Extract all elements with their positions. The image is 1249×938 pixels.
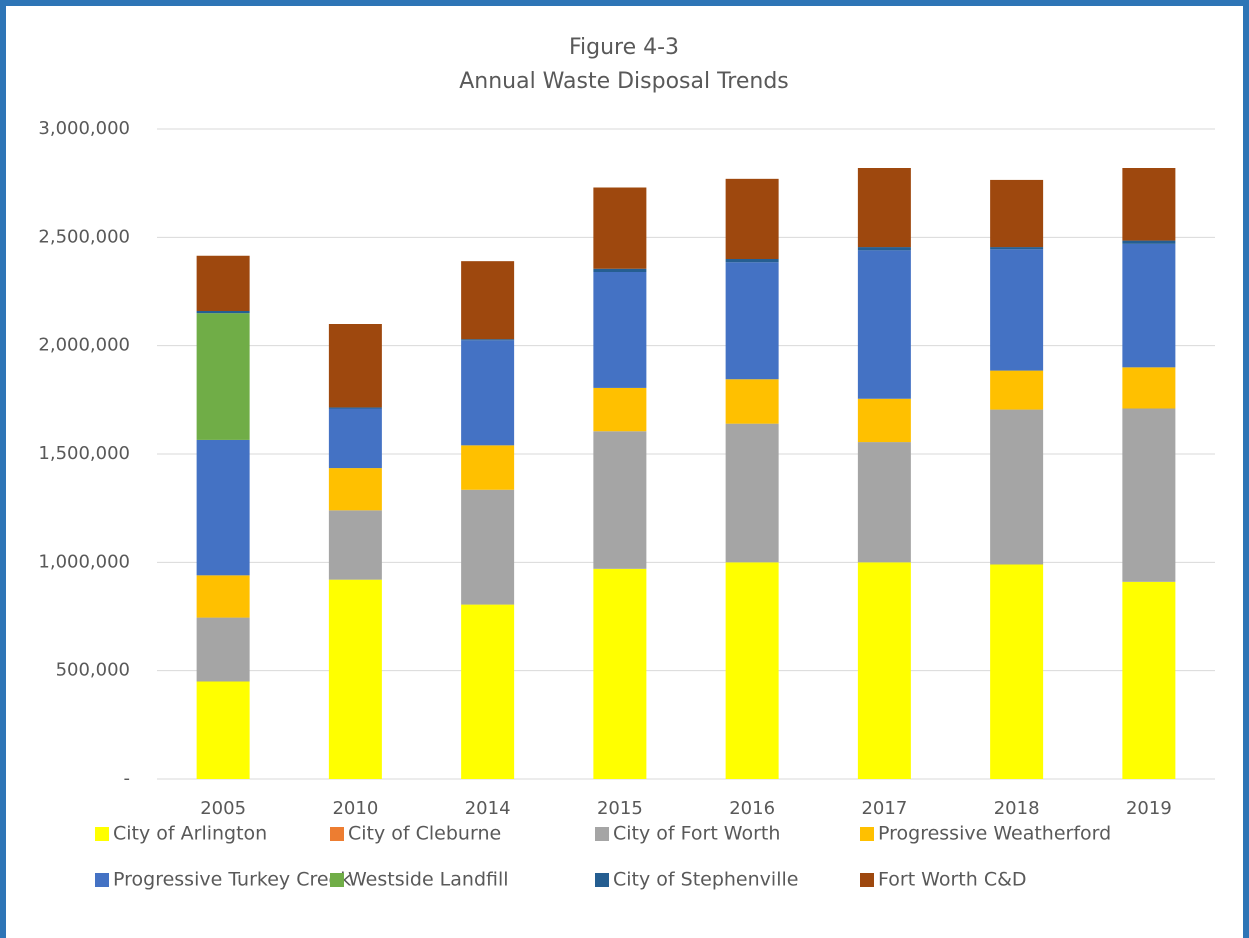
- bar-segment: [593, 268, 647, 272]
- y-tick-label: 500,000: [56, 660, 130, 681]
- bar-segment: [196, 575, 250, 618]
- chart-title: Figure 4-3: [569, 35, 679, 60]
- legend-swatch: [330, 873, 344, 887]
- bar-segment: [593, 387, 647, 432]
- bar-segment: [990, 249, 1044, 371]
- legend-swatch: [860, 873, 874, 887]
- legend-label: Fort Worth C&D: [878, 869, 1027, 891]
- bar-segment: [593, 272, 647, 388]
- bar-segment: [196, 439, 250, 576]
- legend-label: City of Stephenville: [613, 869, 798, 891]
- bar-segment: [725, 178, 779, 259]
- legend-swatch: [595, 873, 609, 887]
- bar-segment: [725, 262, 779, 380]
- bar-segment: [725, 379, 779, 424]
- bar-segment: [1122, 168, 1176, 241]
- bar-segment: [328, 324, 382, 408]
- x-tick-label: 2010: [332, 798, 378, 819]
- legend-label: City of Fort Worth: [613, 823, 780, 845]
- bar-segment: [593, 568, 647, 779]
- bar-segment: [461, 340, 515, 446]
- bar-segment: [196, 311, 250, 314]
- legend-swatch: [330, 827, 344, 841]
- bar-segment: [461, 604, 515, 779]
- bar-segment: [461, 261, 515, 340]
- y-tick-label: 1,500,000: [38, 443, 130, 464]
- bar-segment: [328, 407, 382, 409]
- y-tick-label: 2,000,000: [38, 335, 130, 356]
- bar-segment: [196, 681, 250, 779]
- y-tick-label: -: [124, 768, 131, 789]
- bar-segment: [857, 168, 911, 248]
- legend-label: Progressive Turkey Creek: [113, 869, 351, 891]
- bar-segment: [990, 409, 1044, 565]
- bar-segment: [1122, 581, 1176, 779]
- bar-segment: [857, 562, 911, 779]
- bar-segment: [990, 564, 1044, 779]
- bar-segment: [725, 562, 779, 779]
- bar-segment: [328, 510, 382, 580]
- bar-segment: [725, 259, 779, 263]
- x-tick-label: 2017: [861, 798, 907, 819]
- legend-label: City of Arlington: [113, 823, 267, 845]
- legend-swatch: [860, 827, 874, 841]
- y-tick-label: 1,000,000: [38, 551, 130, 572]
- bar-segment: [725, 423, 779, 563]
- bar-segment: [857, 398, 911, 443]
- bar-segment: [461, 445, 515, 490]
- legend-label: City of Cleburne: [348, 823, 501, 845]
- legend-label: Progressive Weatherford: [878, 823, 1111, 845]
- bar-segment: [461, 339, 515, 341]
- bar-segment: [1122, 240, 1176, 244]
- bar-segment: [196, 313, 250, 440]
- legend-label: Westside Landfill: [348, 869, 509, 891]
- bar-segment: [593, 187, 647, 269]
- y-tick-label: 2,500,000: [38, 226, 130, 247]
- legend-swatch: [95, 827, 109, 841]
- bar-segment: [990, 247, 1044, 250]
- bar-segment: [857, 247, 911, 251]
- legend-swatch: [95, 873, 109, 887]
- bar-segment: [1122, 243, 1176, 368]
- bar-segment: [1122, 408, 1176, 582]
- bar-segment: [461, 489, 515, 605]
- bar-segment: [857, 250, 911, 399]
- bar-segment: [990, 370, 1044, 410]
- bar-segment: [990, 179, 1044, 248]
- chart-subtitle: Annual Waste Disposal Trends: [459, 69, 789, 94]
- x-tick-label: 2015: [597, 798, 643, 819]
- y-tick-label: 3,000,000: [38, 118, 130, 139]
- bar-segment: [593, 431, 647, 569]
- bar-segment: [328, 468, 382, 511]
- bar-segment: [328, 579, 382, 779]
- x-tick-label: 2018: [994, 798, 1040, 819]
- bar-segment: [196, 255, 250, 311]
- bar-segment: [196, 617, 250, 682]
- bar-segment: [857, 442, 911, 563]
- x-tick-label: 2019: [1126, 798, 1172, 819]
- x-tick-label: 2014: [465, 798, 511, 819]
- bar-segment: [1122, 367, 1176, 409]
- legend-swatch: [595, 827, 609, 841]
- bar-segment: [328, 408, 382, 469]
- x-tick-label: 2016: [729, 798, 775, 819]
- x-tick-label: 2005: [200, 798, 246, 819]
